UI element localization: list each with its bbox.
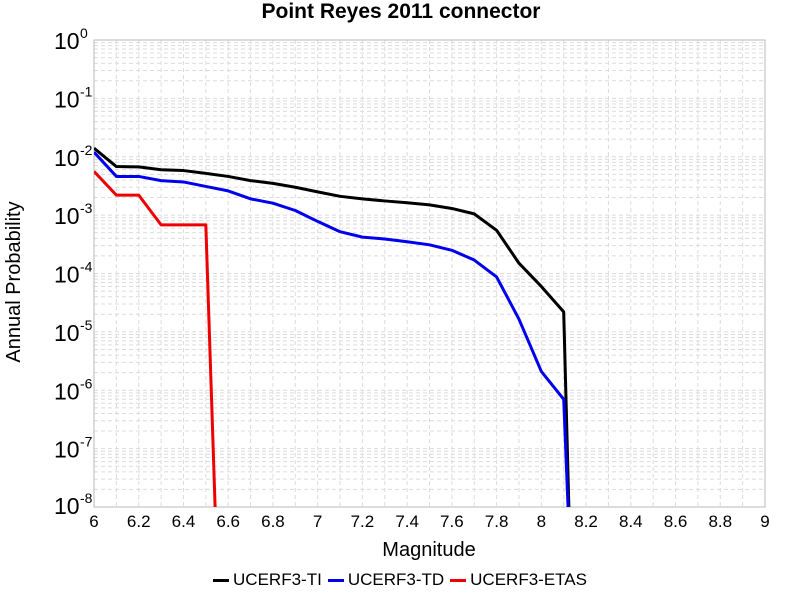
y-tick-exponent: -4 (80, 259, 93, 275)
x-tick-label: 7.2 (351, 512, 375, 531)
y-tick-base: 10 (54, 437, 80, 463)
y-tick-exponent: -7 (80, 434, 93, 450)
y-tick-label: 10 -1 (54, 83, 93, 112)
y-tick-exponent: -6 (80, 375, 93, 391)
y-tick-exponent: -3 (80, 200, 93, 216)
grid (93, 40, 766, 508)
plot-area (93, 39, 766, 508)
series-line-ucerf3-ti (94, 147, 571, 507)
y-tick-base: 10 (54, 86, 80, 112)
y-tick-label: 10 -7 (54, 434, 93, 463)
x-tick-label: 8.8 (708, 512, 732, 531)
y-tick-exponent: -1 (80, 83, 93, 99)
y-tick-label: 10 -6 (54, 375, 93, 404)
y-tick-base: 10 (54, 493, 80, 519)
y-tick-exponent: -2 (80, 142, 93, 158)
x-axis-label: Magnitude (382, 539, 475, 561)
x-tick-label: 9 (760, 512, 769, 531)
x-tick-label: 7.6 (440, 512, 464, 531)
legend-swatch (327, 578, 344, 582)
x-axis-ticks: 6 6.2 6.4 6.6 6.8 7 7.2 7.4 7.6 7.8 8 8.2 8.4 8.6 8.8 9 (89, 512, 769, 531)
y-tick-label: 10 0 (54, 25, 88, 54)
x-tick-label: 7.4 (395, 512, 419, 531)
legend-entry: UCERF3-TI (213, 570, 322, 590)
y-tick-label: 10 -2 (54, 142, 93, 171)
y-tick-base: 10 (54, 378, 80, 404)
y-tick-label: 10 -4 (54, 259, 93, 288)
chart-title: Point Reyes 2011 connector (262, 0, 541, 23)
legend: UCERF3-TI UCERF3-TD UCERF3-ETAS (0, 566, 800, 594)
x-tick-label: 6.4 (172, 512, 196, 531)
y-tick-base: 10 (54, 320, 80, 346)
series-line-ucerf3-td (94, 151, 570, 507)
x-tick-label: 8.6 (664, 512, 688, 531)
legend-label: UCERF3-TI (233, 570, 322, 589)
y-axis-label: Annual Probability (3, 201, 25, 362)
x-tick-label: 8.2 (574, 512, 598, 531)
series-line-ucerf3-etas (94, 170, 217, 507)
x-tick-label: 6.6 (216, 512, 240, 531)
x-tick-label: 6.2 (127, 512, 151, 531)
legend-label: UCERF3-TD (347, 570, 445, 589)
y-tick-exponent: 0 (80, 25, 88, 41)
series-layer (94, 147, 571, 507)
legend-entry: UCERF3-TD (327, 570, 445, 590)
y-tick-base: 10 (54, 203, 80, 229)
y-tick-exponent: -8 (80, 490, 93, 506)
x-tick-label: 7.8 (485, 512, 509, 531)
y-tick-base: 10 (54, 262, 80, 288)
x-tick-label: 7 (313, 512, 322, 531)
y-tick-base: 10 (54, 145, 80, 171)
y-tick-base: 10 (54, 28, 80, 54)
legend-entry: UCERF3-ETAS (450, 570, 587, 590)
legend-swatch (450, 578, 467, 582)
y-tick-label: 10 -8 (54, 490, 93, 519)
x-tick-label: 8.4 (619, 512, 643, 531)
legend-label: UCERF3-ETAS (470, 570, 587, 589)
x-tick-label: 6.8 (261, 512, 285, 531)
x-tick-label: 6 (89, 512, 98, 531)
y-tick-label: 10 -5 (54, 317, 93, 346)
legend-swatch (213, 578, 230, 582)
y-tick-label: 10 -3 (54, 200, 93, 229)
y-tick-exponent: -5 (80, 317, 93, 333)
x-tick-label: 8 (537, 512, 546, 531)
